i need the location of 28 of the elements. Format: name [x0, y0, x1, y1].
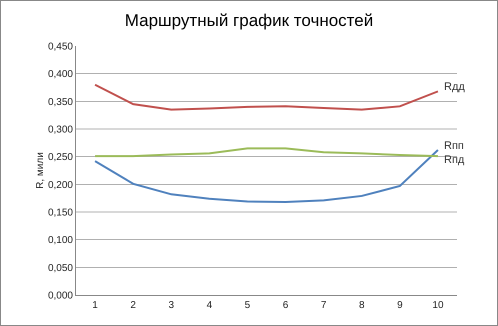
series-label: Rдд: [444, 81, 466, 93]
x-tick-label: 8: [358, 300, 365, 311]
y-tick-label: 0,100: [48, 235, 74, 246]
x-tick-label: 9: [397, 300, 404, 311]
x-tick-label: 5: [244, 300, 251, 311]
line-series: [94, 84, 439, 111]
x-tick-label: 1: [92, 300, 98, 311]
x-tick-label: 4: [206, 300, 213, 311]
y-tick-label: 0,250: [48, 152, 74, 164]
y-axis-title: R, мили: [34, 152, 46, 189]
x-tick-label: 7: [320, 300, 327, 311]
y-tick-label: 0,150: [48, 208, 74, 218]
series-label: Rпд: [444, 154, 465, 166]
x-tick-label: 10: [432, 300, 444, 311]
chart-title: Маршрутный график точностей: [124, 10, 374, 30]
y-tick-label: 0,200: [48, 180, 74, 191]
y-tick-label: 0,000: [48, 290, 74, 302]
x-tick-label: 3: [168, 300, 174, 311]
line-series: [94, 147, 439, 158]
y-tick-label: 0,400: [48, 69, 74, 80]
y-tick-label: 0,350: [48, 96, 74, 108]
y-tick-label: 0,450: [48, 42, 74, 52]
line-series: [94, 149, 439, 204]
x-tick-label: 6: [282, 300, 289, 311]
y-tick-label: 0,050: [48, 262, 74, 274]
series-label: Rпп: [444, 140, 464, 152]
x-tick-label: 2: [130, 300, 136, 311]
y-tick-label: 0,300: [48, 124, 74, 136]
